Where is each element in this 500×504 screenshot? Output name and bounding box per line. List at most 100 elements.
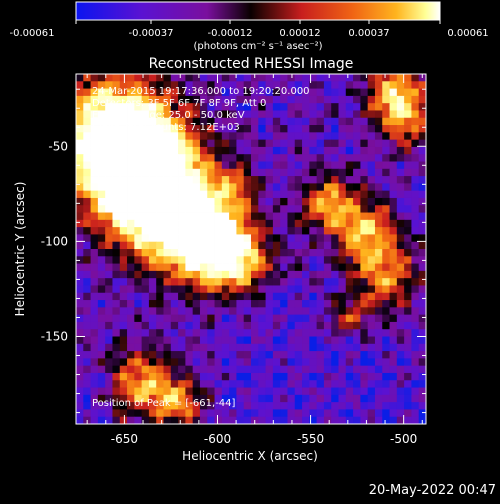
- heatmap-cell: [396, 300, 405, 308]
- heatmap-cell: [309, 74, 318, 82]
- heatmap-cell: [97, 234, 106, 243]
- heatmap-cell: [272, 307, 281, 316]
- heatmap-cell: [382, 146, 390, 155]
- heatmap-cell: [170, 146, 179, 155]
- heatmap-cell: [148, 351, 157, 359]
- heatmap-cell: [127, 227, 135, 235]
- heatmap-cell: [119, 168, 128, 177]
- heatmap-cell: [141, 256, 150, 264]
- heatmap-cell: [156, 372, 164, 381]
- heatmap-cell: [243, 249, 252, 257]
- heatmap-cell: [221, 139, 230, 148]
- heatmap-cell: [243, 387, 252, 396]
- heatmap-cell: [148, 372, 157, 381]
- heatmap-cell: [287, 227, 296, 235]
- heatmap-cell: [83, 190, 91, 199]
- heatmap-cell: [214, 146, 223, 155]
- heatmap-cell: [207, 372, 215, 381]
- heatmap-cell: [90, 249, 99, 257]
- heatmap-cell: [396, 394, 405, 403]
- heatmap-cell: [294, 402, 303, 410]
- heatmap-cell: [302, 343, 310, 352]
- heatmap-cell: [119, 387, 128, 396]
- heatmap-cell: [83, 168, 91, 177]
- heatmap-cell: [389, 300, 398, 308]
- heatmap-cell: [418, 321, 426, 330]
- heatmap-cell: [353, 336, 361, 345]
- heatmap-cell: [221, 285, 230, 294]
- heatmap-cell: [360, 154, 369, 162]
- heatmap-cell: [367, 394, 376, 403]
- heatmap-cell: [163, 416, 172, 424]
- heatmap-cell: [178, 300, 186, 308]
- heatmap-cell: [76, 285, 84, 294]
- heatmap-cell: [90, 74, 99, 82]
- heatmap-cell: [374, 95, 383, 104]
- heatmap-cell: [345, 329, 354, 337]
- heatmap-cell: [105, 409, 113, 418]
- heatmap-cell: [148, 292, 157, 301]
- heatmap-cell: [294, 329, 303, 337]
- heatmap-cell: [367, 300, 376, 308]
- heatmap-cell: [178, 409, 186, 418]
- heatmap-cell: [178, 227, 186, 235]
- heatmap-cell: [221, 307, 230, 316]
- heatmap-cell: [418, 168, 426, 177]
- heatmap-cell: [396, 132, 405, 141]
- heatmap-cell: [331, 81, 339, 89]
- heatmap-cell: [302, 351, 310, 359]
- heatmap-cell: [302, 183, 310, 192]
- heatmap-cell: [418, 197, 426, 206]
- heatmap-cell: [323, 212, 332, 221]
- heatmap-cell: [258, 402, 266, 410]
- heatmap-cell: [382, 394, 390, 403]
- heatmap-cell: [389, 307, 398, 316]
- heatmap-cell: [148, 278, 157, 286]
- heatmap-cell: [287, 95, 296, 104]
- heatmap-cell: [323, 307, 332, 316]
- heatmap-cell: [127, 154, 135, 162]
- heatmap-cell: [76, 117, 84, 126]
- heatmap-cell: [323, 358, 332, 367]
- heatmap-cell: [185, 321, 194, 330]
- heatmap-cell: [192, 278, 201, 286]
- heatmap-cell: [302, 300, 310, 308]
- heatmap-cell: [243, 234, 252, 243]
- heatmap-cell: [76, 278, 84, 286]
- heatmap-cell: [353, 110, 361, 119]
- heatmap-cell: [105, 285, 113, 294]
- heatmap-cell: [141, 365, 150, 374]
- heatmap-cell: [163, 168, 172, 177]
- heatmap-cell: [112, 394, 121, 403]
- heatmap-cell: [148, 168, 157, 177]
- heatmap-cell: [76, 212, 84, 221]
- heatmap-cell: [353, 183, 361, 192]
- heatmap-cell: [229, 95, 237, 104]
- heatmap-cell: [178, 365, 186, 374]
- heatmap-cell: [185, 81, 194, 89]
- heatmap-cell: [418, 219, 426, 228]
- heatmap-cell: [404, 190, 412, 199]
- heatmap-cell: [338, 307, 347, 316]
- heatmap-cell: [112, 110, 121, 119]
- heatmap-cell: [338, 117, 347, 126]
- colorbar-tick-label: 0.00012: [279, 28, 320, 39]
- heatmap-cell: [207, 139, 215, 148]
- heatmap-cell: [418, 95, 426, 104]
- heatmap-cell: [294, 110, 303, 119]
- heatmap-cell: [178, 219, 186, 228]
- heatmap-cell: [272, 394, 281, 403]
- heatmap-cell: [258, 270, 266, 279]
- heatmap-cell: [207, 402, 215, 410]
- heatmap-cell: [258, 234, 266, 243]
- heatmap-cell: [367, 103, 376, 111]
- heatmap-cell: [360, 139, 369, 148]
- heatmap-cell: [112, 183, 121, 192]
- heatmap-cell: [221, 372, 230, 381]
- heatmap-cell: [316, 351, 325, 359]
- heatmap-cell: [170, 154, 179, 162]
- heatmap-cell: [287, 365, 296, 374]
- heatmap-cell: [396, 168, 405, 177]
- heatmap-cell: [353, 88, 361, 97]
- heatmap-cell: [396, 212, 405, 221]
